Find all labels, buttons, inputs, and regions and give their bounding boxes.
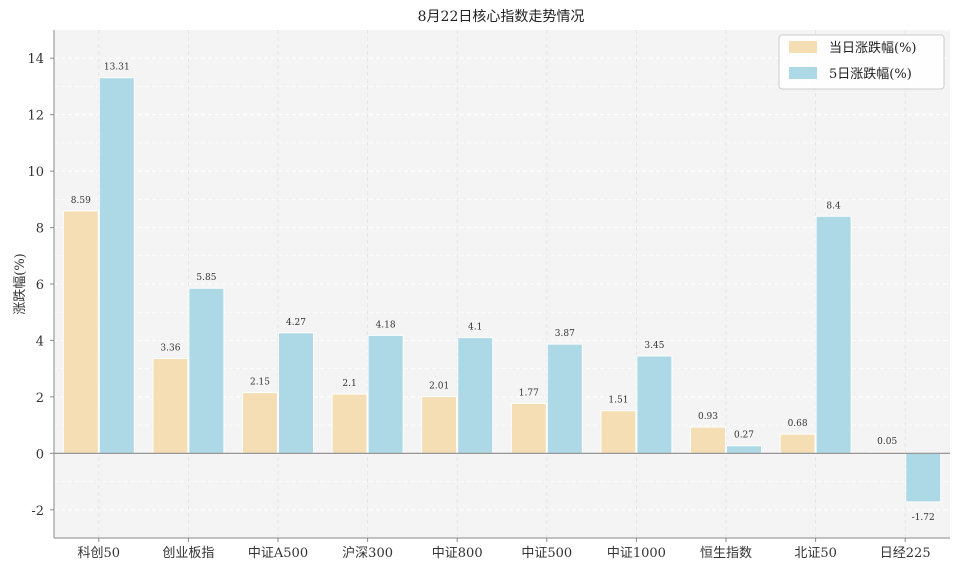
y-tick-label: 10 [27,165,44,180]
bar-series-0-1 [152,358,189,454]
bar-series-1-8 [815,215,852,454]
legend: 当日涨跌幅(%) 5日涨跌幅(%) [778,34,945,90]
bar-series-0-8 [779,433,816,454]
x-tick-label-0: 科创50 [78,546,121,561]
bar-series-0-3 [331,393,368,454]
y-tick-label: 2 [36,391,44,406]
chart-title: 8月22日核心指数走势情况 [418,9,585,25]
bar-series-1-4 [457,337,494,454]
x-ticks: 科创50 创业板指 中证A500 沪深300 中证800 中证500 中证1000 恒生指数 北… [78,538,931,561]
bar-series-1-0 [98,77,135,454]
data-label-series-0-8: 0.68 [788,419,808,429]
data-label-series-0-7: 0.93 [698,412,718,422]
x-tick-label-7: 恒生指数 [700,546,752,561]
x-tick-label-3: 沪深300 [342,545,393,561]
bar-series-0-7 [690,426,726,454]
bar-series-1-2 [278,332,314,454]
data-label-series-0-5: 1.77 [519,388,539,398]
bar-series-1-9 [905,452,942,503]
x-tick-label-6: 中证1000 [607,546,666,561]
bar-series-0-4 [421,396,458,454]
y-ticks: -2 0 2 4 6 8 10 12 14 [27,52,54,519]
x-tick-label-5: 中证500 [521,546,572,561]
legend-swatch-1 [789,67,817,79]
bars [62,77,942,503]
bar-series-1-3 [367,334,404,454]
data-label-series-0-6: 1.51 [608,396,628,406]
x-tick-label-4: 中证800 [432,546,483,561]
bar-series-1-5 [546,343,583,454]
bar-series-0-6 [600,410,637,454]
data-label-series-0-0: 8.59 [71,196,91,206]
bar-series-0-0 [62,210,99,454]
legend-box [778,34,945,90]
bar-series-0-2 [242,392,278,454]
legend-label-1: 5日涨跌幅(%) [829,66,912,82]
data-label-series-1-5: 3.87 [555,329,575,339]
y-tick-label: 14 [27,52,44,67]
data-label-series-1-0: 13.31 [104,63,130,73]
data-label-series-0-9: 0.05 [877,437,897,447]
legend-label-0: 当日涨跌幅(%) [829,40,917,56]
data-label-series-1-3: 4.18 [376,320,396,330]
data-label-series-0-1: 3.36 [160,344,180,354]
y-tick-label: 6 [36,278,44,293]
bar-series-0-5 [510,402,547,454]
data-label-series-1-8: 8.4 [826,201,841,211]
y-tick-label: 8 [36,222,44,237]
y-tick-label: 4 [36,334,44,349]
bar-series-1-1 [188,287,225,454]
data-label-series-1-9: -1.72 [912,513,935,523]
x-tick-label-9: 日经225 [880,546,931,561]
y-axis-title: 涨跌幅(%) [12,253,28,315]
bar-series-1-7 [726,445,762,454]
data-label-series-0-4: 2.01 [429,382,449,392]
data-label-series-0-2: 2.15 [250,378,270,388]
data-label-series-1-4: 4.1 [468,323,482,333]
bar-series-1-6 [636,355,673,454]
data-label-series-1-1: 5.85 [196,273,216,283]
legend-swatch-0 [789,41,817,53]
y-tick-label: 12 [27,109,44,124]
data-label-series-1-6: 3.45 [644,341,664,351]
data-labels: 8.59 13.31 3.36 5.85 2.15 4.27 2.1 4.18 2.01 4.1 1… [71,63,935,523]
data-label-series-1-2: 4.27 [286,318,306,328]
y-tick-label: 0 [36,447,44,462]
data-label-series-0-3: 2.1 [342,379,356,389]
y-tick-label: -2 [31,504,44,519]
data-label-series-1-7: 0.27 [734,431,754,441]
x-tick-label-8: 北证50 [794,546,837,561]
x-tick-label-1: 创业板指 [162,546,214,561]
x-tick-label-2: 中证A500 [248,546,308,561]
